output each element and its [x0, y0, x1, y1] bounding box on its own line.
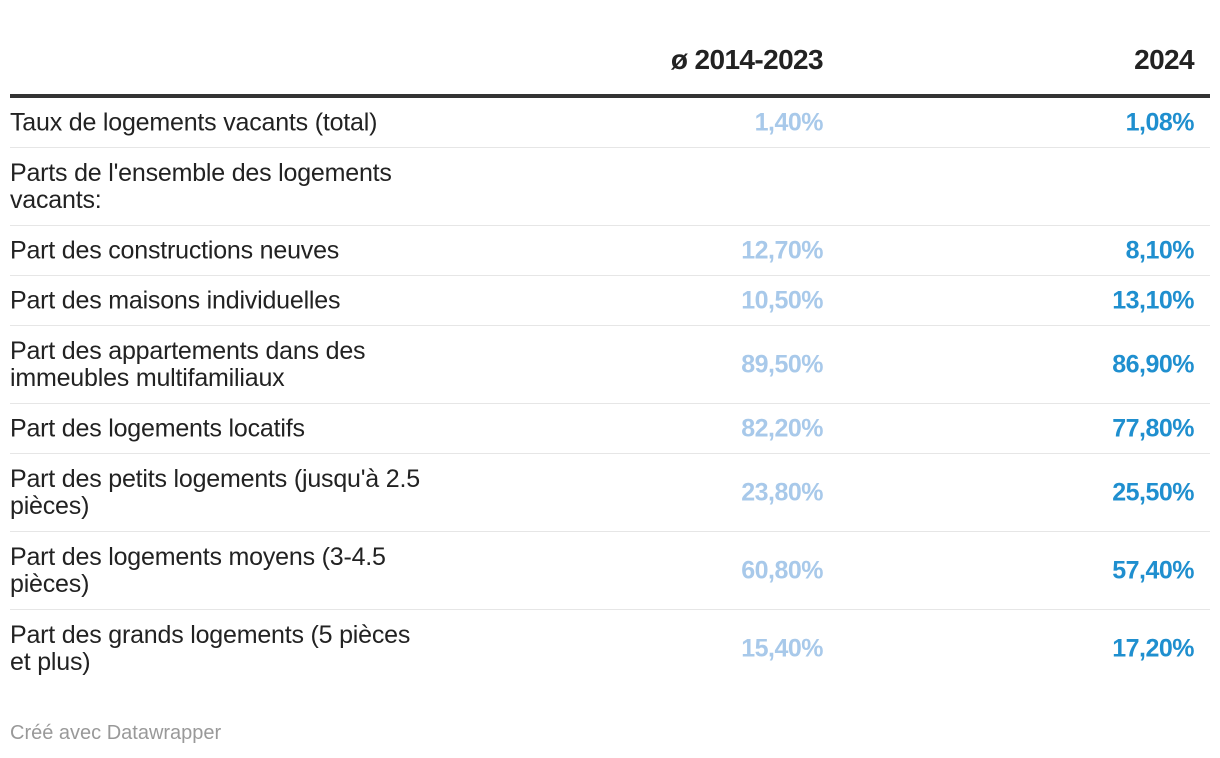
row-label: Taux de logements vacants (total) — [10, 108, 378, 136]
table-body: Taux de logements vacants (total) 1,40% 1,… — [10, 98, 1210, 688]
row-label: Part des constructions neuves — [10, 236, 340, 264]
table-row: Part des petits logements (jusqu'à 2.5 p… — [10, 454, 1210, 532]
value-2024: 1,08% — [1125, 108, 1195, 136]
value-period-average: 82,20% — [741, 414, 823, 442]
column-header-period: ø 2014-2023 — [670, 44, 824, 75]
row-label: Part des petits logements (jusqu'à 2.5 p… — [10, 464, 420, 520]
table-row: Part des logements locatifs 82,20% 77,80% — [10, 404, 1210, 454]
row-label: Part des logements locatifs — [10, 414, 305, 442]
value-2024: 8,10% — [1125, 236, 1195, 264]
value-period-average: 1,40% — [754, 108, 824, 136]
row-label: Part des logements moyens (3-4.5 pièces) — [10, 542, 386, 598]
value-2024: 77,80% — [1112, 414, 1194, 442]
value-period-average: 89,50% — [741, 350, 823, 378]
table-row: Parts de l'ensemble des logements vacant… — [10, 148, 1210, 226]
value-2024: 13,10% — [1112, 286, 1194, 314]
table-row: Part des appartements dans des immeubles… — [10, 326, 1210, 404]
value-period-average: 23,80% — [741, 478, 823, 506]
value-period-average: 15,40% — [741, 634, 823, 663]
value-2024: 86,90% — [1112, 350, 1194, 378]
table-row: Part des grands logements (5 pièces et p… — [10, 610, 1210, 688]
row-label: Part des grands logements (5 pièces et p… — [10, 621, 411, 676]
column-header-year: 2024 — [1134, 44, 1194, 75]
data-table: ø 2014-2023 2024 Taux de logements vacan… — [10, 0, 1210, 688]
table-row: Taux de logements vacants (total) 1,40% 1,… — [10, 98, 1210, 148]
table-header: ø 2014-2023 2024 — [10, 0, 1210, 98]
row-label: Part des maisons individuelles — [10, 286, 341, 314]
row-label: Part des appartements dans des immeubles… — [10, 336, 366, 392]
value-2024: 57,40% — [1112, 556, 1194, 584]
value-2024: 25,50% — [1112, 478, 1194, 506]
table-row: Part des maisons individuelles 10,50% 13,1… — [10, 276, 1210, 326]
table-row: Part des constructions neuves 12,70% 8,10% — [10, 226, 1210, 276]
footer-credit: Créé avec Datawrapper — [10, 722, 222, 744]
value-period-average: 12,70% — [741, 236, 823, 264]
value-2024: 17,20% — [1112, 634, 1194, 663]
value-period-average: 60,80% — [741, 556, 823, 584]
row-label: Parts de l'ensemble des logements vacant… — [10, 158, 392, 214]
value-period-average: 10,50% — [741, 286, 823, 314]
table-row: Part des logements moyens (3-4.5 pièces)… — [10, 532, 1210, 610]
